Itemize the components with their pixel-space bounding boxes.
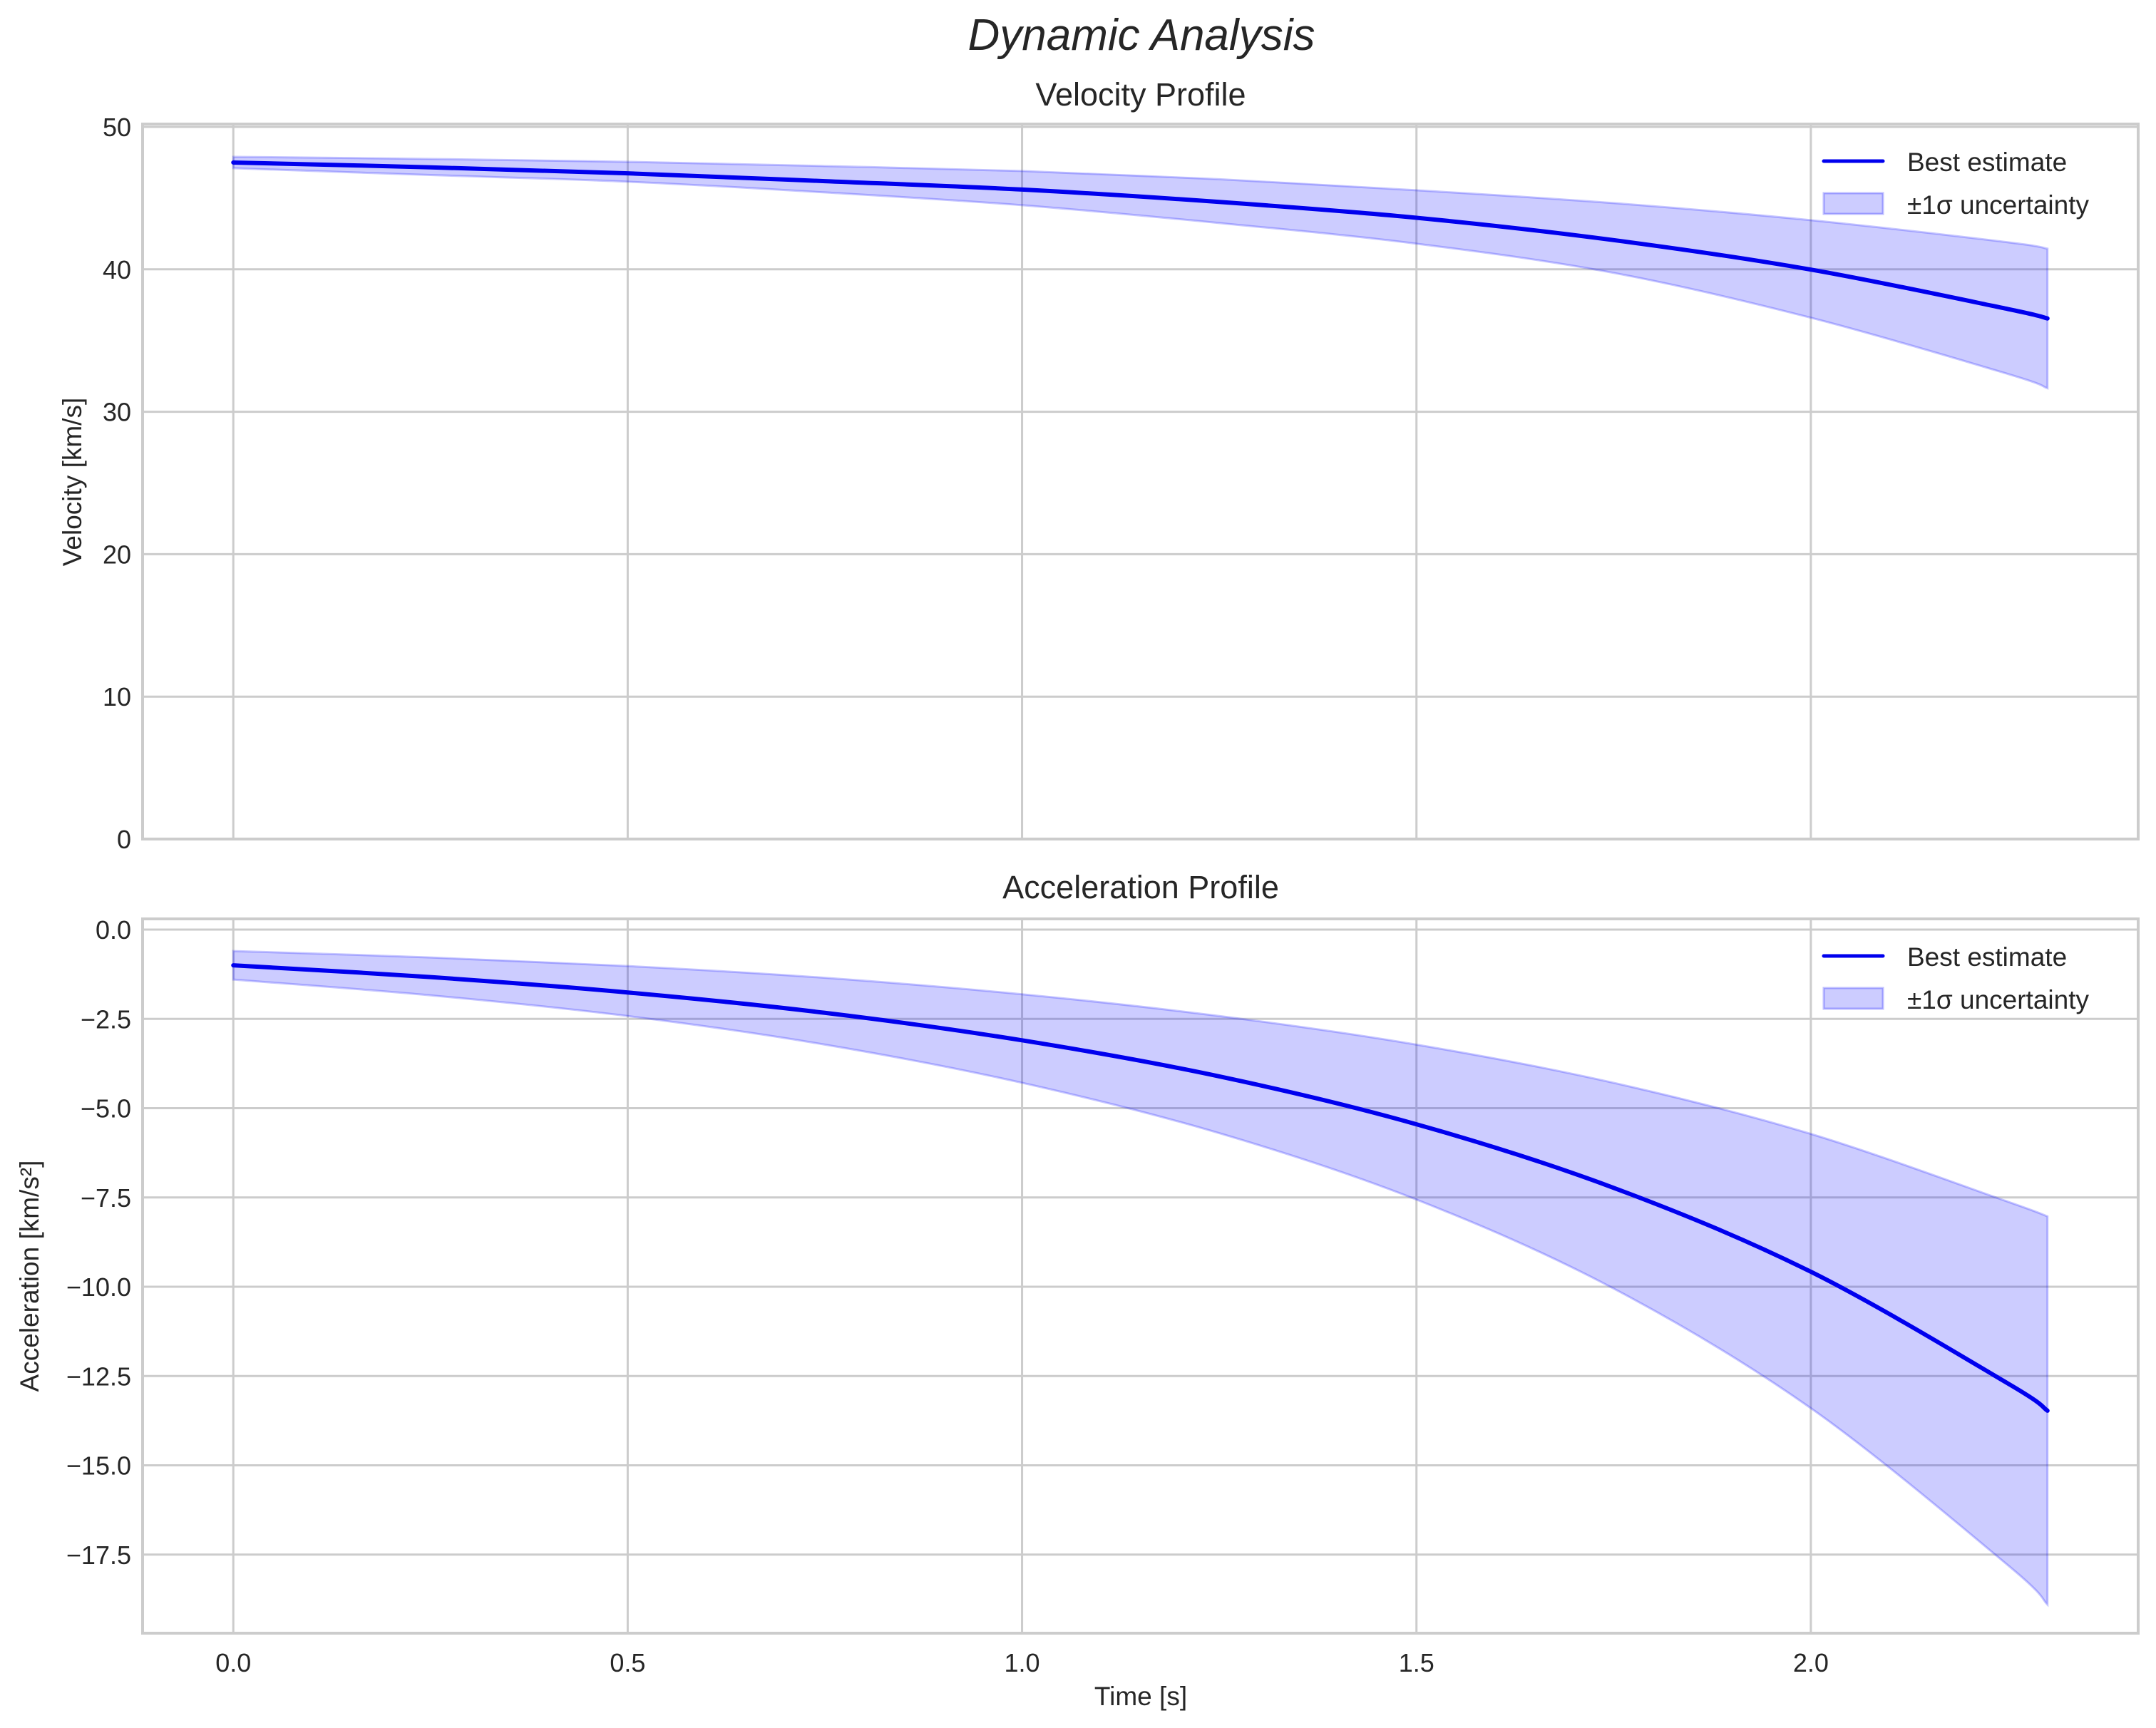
velocity-best-estimate-line: [231, 160, 2050, 321]
y-tick-label: 30: [103, 398, 131, 427]
velocity-uncertainty-band: [232, 155, 2049, 390]
legend-label-best-estimate: Best estimate: [1907, 148, 2067, 177]
legend-band-swatch: [1822, 192, 1884, 215]
y-tick-label: 10: [103, 682, 131, 711]
uncertainty-band: [232, 155, 2049, 390]
legend-label-best-estimate: Best estimate: [1907, 942, 2067, 972]
x-ticks: 0.0 0.5 1.0 1.5 2.0: [215, 1648, 1829, 1677]
y-tick-label: −12.5: [66, 1362, 131, 1391]
y-tick-label: −7.5: [81, 1183, 131, 1213]
y-tick-label: −5.0: [81, 1094, 131, 1123]
y-tick-label: −10.0: [66, 1272, 131, 1302]
x-axis-label: Time [s]: [1094, 1682, 1187, 1711]
y-tick-label: −17.5: [66, 1541, 131, 1570]
best-estimate-line: [231, 160, 2050, 321]
legend-label-uncertainty: ±1σ uncertainty: [1907, 985, 2089, 1014]
y-tick-label: 50: [103, 113, 131, 142]
x-tick-label: 0.0: [215, 1648, 251, 1677]
acceleration-y-ticks: 0.0 −2.5 −5.0 −7.5 −10.0 −12.5 −15.0 −17.5: [66, 915, 131, 1570]
acceleration-best-estimate-line: [231, 963, 2050, 1413]
x-tick-label: 2.0: [1793, 1648, 1829, 1677]
acceleration-axes-frame: [141, 917, 2140, 1635]
velocity-panel: Velocity Profile 0 10 20 30 40 50 Velocity [k…: [58, 76, 2140, 854]
acceleration-grid: [143, 919, 2138, 1633]
velocity-panel-title: Velocity Profile: [1035, 76, 1246, 113]
velocity-legend: Best estimate ±1σ uncertainty: [1822, 148, 2089, 220]
best-estimate-line: [231, 963, 2050, 1413]
velocity-y-axis-label: Velocity [km/s]: [58, 398, 87, 566]
y-tick-label: 0.0: [96, 915, 131, 945]
figure-title: Dynamic Analysis: [968, 11, 1315, 60]
acceleration-legend: Best estimate ±1σ uncertainty: [1822, 942, 2089, 1014]
legend-band-swatch: [1822, 987, 1884, 1010]
acceleration-uncertainty-band: [232, 950, 2049, 1608]
uncertainty-band: [232, 950, 2049, 1608]
acceleration-y-axis-label: Acceleration [km/s²]: [15, 1161, 44, 1392]
y-tick-label: −15.0: [66, 1451, 131, 1481]
y-tick-label: 40: [103, 255, 131, 284]
x-tick-label: 1.0: [1005, 1648, 1040, 1677]
y-tick-label: 0: [117, 825, 131, 854]
y-tick-label: −2.5: [81, 1004, 131, 1034]
acceleration-panel: Acceleration Profile 0.0 −2.5 −5.0 −7.5 −10.…: [15, 869, 2140, 1711]
legend-label-uncertainty: ±1σ uncertainty: [1907, 190, 2089, 220]
velocity-axes-frame: [141, 123, 2140, 840]
velocity-y-ticks: 0 10 20 30 40 50: [103, 113, 131, 854]
x-tick-label: 0.5: [610, 1648, 645, 1677]
y-tick-label: 20: [103, 540, 131, 569]
x-tick-label: 1.5: [1399, 1648, 1434, 1677]
acceleration-panel-title: Acceleration Profile: [1002, 869, 1279, 905]
